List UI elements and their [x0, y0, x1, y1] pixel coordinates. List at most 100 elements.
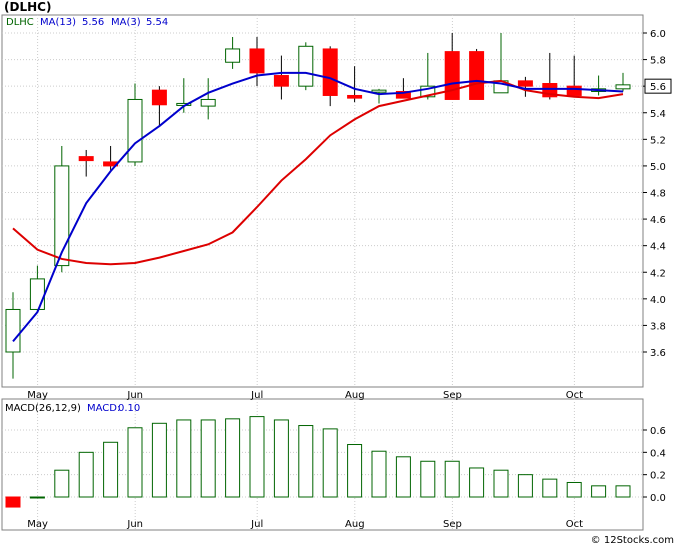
macd-tick-label: 0.4: [650, 448, 666, 459]
macd-bar: [103, 441, 119, 498]
legend-ma13-value: 5.56: [82, 17, 104, 28]
price-panel-frame: [1, 14, 644, 388]
candle-up: [29, 278, 45, 310]
macd-bar: [566, 481, 582, 498]
x-tick-label-macd: May: [27, 519, 48, 530]
macd-bar-negative: [5, 496, 21, 508]
macd-bar: [591, 485, 607, 498]
price-tick-label: 4.0: [650, 295, 666, 306]
macd-bar: [517, 474, 533, 498]
candle-up: [225, 48, 241, 63]
legend-symbol: DLHC: [6, 17, 34, 28]
macd-legend-key: MACD:: [87, 403, 120, 414]
macd-bar: [542, 478, 558, 498]
x-tick-label-macd: Oct: [566, 519, 583, 530]
macd-panel-frame: [1, 398, 644, 531]
x-tick-label-price: Jul: [250, 390, 263, 401]
macd-bar: [200, 419, 216, 498]
macd-grid: [2, 429, 643, 498]
macd-bar: [371, 450, 387, 498]
legend-ma3-label: MA(3): [111, 17, 141, 28]
x-tick-label-price: Jun: [126, 390, 143, 401]
candle-up: [54, 165, 70, 267]
price-tick-label: 4.4: [650, 242, 666, 253]
x-tick-label-macd: Jun: [126, 519, 143, 530]
candle-up: [127, 98, 143, 163]
macd-bar: [298, 425, 314, 498]
moving-average-lines: [12, 71, 624, 343]
legend-ma13-label: MA(13): [40, 17, 76, 28]
candle-up: [5, 308, 21, 353]
macd-bar: [615, 485, 631, 498]
macd-bar: [225, 418, 241, 498]
macd-bar: [395, 456, 411, 498]
candle-down: [347, 94, 363, 99]
candle-up: [371, 89, 387, 93]
candle-down: [273, 75, 289, 87]
candle-down: [566, 85, 582, 96]
macd-tick-label: 0.6: [650, 426, 666, 437]
macd-bar: [493, 469, 509, 498]
macd-bar: [347, 444, 363, 498]
macd-bar: [151, 422, 167, 498]
price-tick-label: 3.8: [650, 321, 666, 332]
candle-down: [517, 80, 533, 87]
candle-down: [395, 90, 411, 99]
macd-bar: [249, 416, 265, 498]
price-grid: [2, 15, 643, 530]
current-price-label: 5.6: [650, 82, 666, 93]
macd-bar: [322, 428, 338, 498]
candle-up: [298, 45, 314, 87]
price-tick-label: 6.0: [650, 29, 666, 40]
x-tick-label-price: Sep: [443, 390, 462, 401]
macd-bar: [127, 427, 143, 498]
macd-tick-label: 0.0: [650, 493, 666, 504]
candle-down: [322, 48, 338, 96]
copyright-notice: © 12Stocks.com: [590, 535, 674, 546]
x-tick-label-price: Aug: [345, 390, 365, 401]
price-tick-label: 5.2: [650, 135, 666, 146]
ma3-line: [12, 79, 624, 266]
x-tick-label-macd: Sep: [443, 519, 462, 530]
candlesticks: [5, 33, 631, 379]
macd-bars: [5, 416, 631, 508]
price-y-axis: 3.6 3.8 4.0 4.2 4.4 4.6 4.8 5.0 5.2 5.4 5.6 5.8 6.0: [643, 29, 666, 359]
candle-down: [78, 156, 94, 162]
candle-up: [615, 84, 631, 90]
candle-down: [249, 48, 265, 74]
macd-legend-value: 0.10: [118, 403, 140, 414]
macd-bar: [273, 419, 289, 498]
legend-ma3-value: 5.54: [146, 17, 168, 28]
price-tick-label: 5.0: [650, 162, 666, 173]
macd-bar: [420, 460, 436, 498]
macd-bar: [54, 469, 70, 498]
x-tick-label-price: May: [27, 390, 48, 401]
price-tick-label: 3.6: [650, 348, 666, 359]
macd-tick-label: 0.2: [650, 471, 666, 482]
macd-bar: [176, 419, 192, 498]
price-tick-label: 5.8: [650, 56, 666, 67]
candle-down: [151, 89, 167, 106]
price-tick-label: 4.2: [650, 268, 666, 279]
x-axis: May May Jun Jun Jul Jul Aug Aug Sep Sep Oct Oct: [27, 390, 583, 530]
macd-bar: [29, 496, 45, 499]
macd-y-axis: 0.0 0.2 0.4 0.6: [643, 426, 666, 504]
macd-legend-label: MACD(26,12,9): [5, 403, 81, 414]
x-tick-label-macd: Jul: [250, 519, 263, 530]
candle-down: [444, 51, 460, 100]
candle-down: [469, 51, 485, 100]
price-tick-label: 4.6: [650, 215, 666, 226]
candle-up: [420, 85, 436, 98]
x-tick-label-macd: Aug: [345, 519, 365, 530]
price-tick-label: 4.8: [650, 189, 666, 200]
price-tick-label: 5.4: [650, 109, 666, 120]
candle-up: [200, 98, 216, 107]
macd-bar: [78, 451, 94, 498]
current-price-marker: 5.6: [644, 78, 672, 94]
x-tick-label-price: Oct: [566, 390, 583, 401]
ma13-line: [12, 71, 624, 343]
macd-bar: [444, 460, 460, 498]
macd-bar: [469, 467, 485, 498]
chart-title: (DLHC): [4, 0, 52, 14]
